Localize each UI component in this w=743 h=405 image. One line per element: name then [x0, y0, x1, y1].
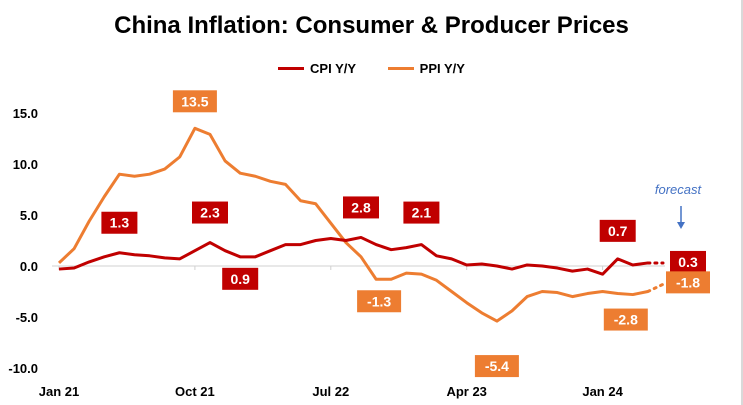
data-label-box [603, 308, 648, 331]
data-label-text: 2.8 [351, 199, 371, 215]
data-label-text: 13.5 [181, 93, 208, 109]
forecast-arrowhead-icon [677, 222, 685, 229]
legend-item-cpi: CPI Y/Y [278, 61, 356, 76]
ppi-forecast-line [646, 282, 665, 293]
data-label: 2.3 [192, 201, 228, 224]
x-tick-label: Apr 23 [446, 384, 486, 399]
x-tick-label: Oct 21 [175, 384, 215, 399]
y-tick-label: 10.0 [13, 157, 38, 172]
data-label-text: 0.3 [678, 254, 698, 270]
data-label-box [666, 271, 710, 294]
data-label-box [172, 90, 217, 113]
y-tick-label: 5.0 [20, 208, 38, 223]
data-label-text: -1.3 [367, 293, 391, 309]
data-label: 1.3 [101, 211, 138, 234]
data-label: -1.8 [666, 271, 710, 294]
forecast-note: forecast [655, 182, 703, 197]
data-label: -1.3 [357, 290, 402, 313]
legend-swatch-ppi [387, 67, 414, 70]
x-tick-label: Jan 21 [39, 384, 79, 399]
data-label-text: -1.8 [676, 274, 700, 290]
data-label: -5.4 [474, 355, 519, 378]
data-label: -2.8 [603, 308, 648, 331]
data-label-box [403, 201, 440, 224]
data-label-box [474, 355, 519, 378]
data-label-text: 2.3 [200, 205, 220, 221]
data-label: 13.5 [172, 90, 217, 113]
y-tick-label: 15.0 [13, 106, 38, 121]
data-label-box [357, 290, 402, 313]
data-label: 0.3 [670, 250, 706, 273]
data-label-box [670, 250, 706, 273]
data-label-box [599, 219, 636, 242]
data-label-box [222, 267, 259, 290]
y-tick-label: 0.0 [20, 259, 38, 274]
data-label: 0.7 [599, 219, 636, 242]
data-label-box [192, 201, 228, 224]
x-tick-label: Jul 22 [312, 384, 349, 399]
x-tick-label: Jan 24 [582, 384, 623, 399]
ppi-series-line [57, 126, 649, 323]
data-label-text: 2.1 [412, 205, 432, 221]
chart-title: China Inflation: Consumer & Producer Pri… [114, 12, 629, 39]
data-label-box [343, 196, 379, 219]
legend-item-ppi: PPI Y/Y [387, 61, 465, 76]
cpi-series-line [58, 235, 649, 276]
data-label-text: 0.9 [230, 271, 250, 287]
legend-label-ppi: PPI Y/Y [419, 61, 465, 76]
legend-swatch-cpi [278, 67, 305, 70]
data-label-text: -2.8 [614, 312, 638, 328]
data-label-text: -5.4 [485, 358, 509, 374]
legend: CPI Y/Y PPI Y/Y [0, 58, 743, 76]
data-label-text: 1.3 [110, 215, 130, 231]
data-label: 2.8 [343, 196, 379, 219]
data-label: 0.9 [222, 267, 259, 290]
data-label: 2.1 [403, 201, 440, 224]
y-tick-label: -5.0 [16, 310, 38, 325]
legend-label-cpi: CPI Y/Y [310, 61, 357, 76]
data-label-text: 0.7 [608, 223, 628, 239]
y-tick-label: -10.0 [8, 361, 38, 376]
data-label-box [101, 211, 138, 234]
